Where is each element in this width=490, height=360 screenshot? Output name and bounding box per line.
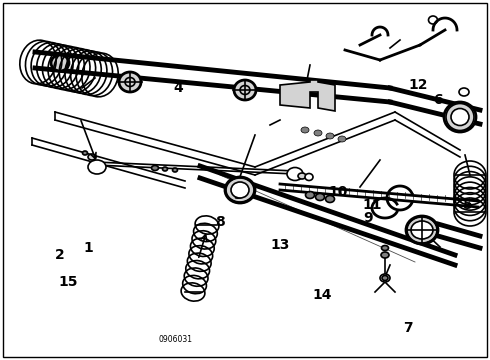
- Text: 12: 12: [408, 78, 428, 92]
- Text: 9: 9: [363, 211, 373, 225]
- Ellipse shape: [51, 55, 69, 71]
- Ellipse shape: [82, 151, 88, 155]
- Ellipse shape: [88, 160, 106, 174]
- Ellipse shape: [163, 167, 168, 171]
- Ellipse shape: [316, 194, 324, 201]
- Ellipse shape: [314, 130, 322, 136]
- Ellipse shape: [234, 80, 256, 100]
- Text: 0906031: 0906031: [158, 336, 192, 345]
- Ellipse shape: [119, 72, 141, 92]
- Text: 8: 8: [215, 215, 225, 229]
- Text: 15: 15: [58, 275, 78, 289]
- Ellipse shape: [305, 192, 315, 198]
- Text: 10: 10: [328, 185, 348, 199]
- Ellipse shape: [381, 252, 389, 258]
- Ellipse shape: [451, 108, 469, 126]
- Polygon shape: [280, 80, 335, 111]
- Ellipse shape: [151, 166, 158, 171]
- Ellipse shape: [298, 173, 306, 179]
- Text: 2: 2: [55, 248, 65, 262]
- Text: 11: 11: [362, 198, 382, 212]
- Text: 14: 14: [312, 288, 332, 302]
- Ellipse shape: [231, 182, 249, 198]
- Text: 7: 7: [403, 321, 413, 335]
- Ellipse shape: [444, 102, 476, 132]
- Ellipse shape: [305, 174, 313, 180]
- Text: 1: 1: [83, 241, 93, 255]
- Text: 13: 13: [270, 238, 290, 252]
- Ellipse shape: [382, 275, 388, 280]
- Ellipse shape: [382, 246, 389, 251]
- Ellipse shape: [287, 167, 303, 180]
- Ellipse shape: [406, 216, 438, 244]
- Text: 4: 4: [173, 81, 183, 95]
- Ellipse shape: [380, 274, 390, 282]
- Ellipse shape: [459, 88, 469, 96]
- Text: 6: 6: [433, 93, 443, 107]
- Ellipse shape: [225, 177, 255, 203]
- Ellipse shape: [301, 127, 309, 133]
- Ellipse shape: [88, 154, 96, 160]
- Ellipse shape: [325, 195, 335, 202]
- Ellipse shape: [411, 221, 433, 239]
- Text: 5: 5: [463, 198, 473, 212]
- Ellipse shape: [326, 133, 334, 139]
- Ellipse shape: [172, 168, 177, 172]
- Ellipse shape: [338, 136, 346, 142]
- Text: 3: 3: [233, 188, 243, 202]
